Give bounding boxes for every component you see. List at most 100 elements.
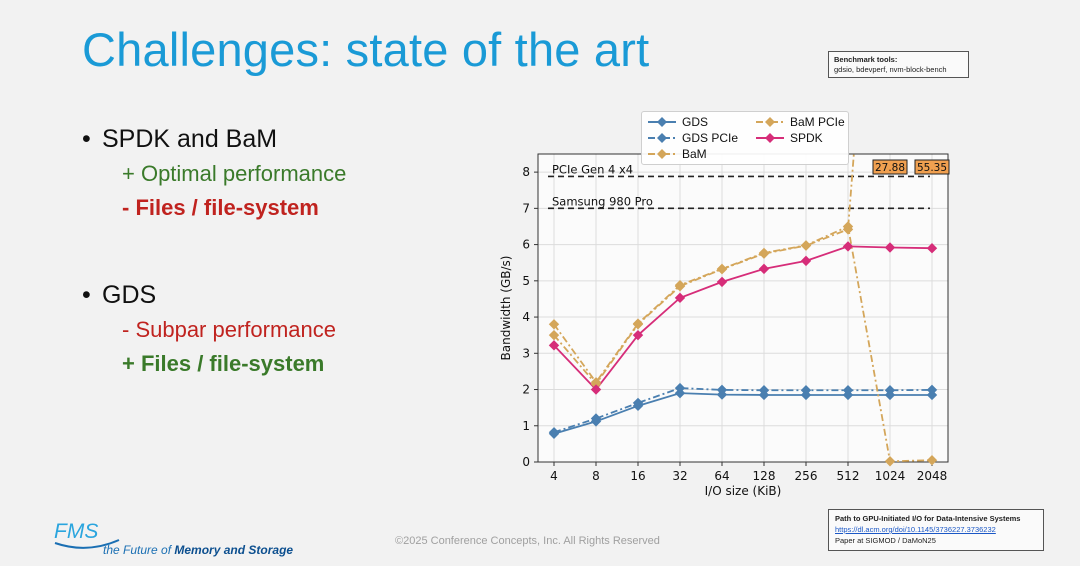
legend-gds: GDS	[648, 114, 708, 130]
offscale-value-label: 55.35	[917, 162, 947, 174]
data-point	[716, 276, 728, 288]
offscale-value-box	[872, 159, 908, 175]
sub-bullet: - Files / file-system	[122, 195, 319, 220]
slide-title: Challenges: state of the art	[82, 23, 650, 76]
paper-title: Path to GPU-Initiated I/O for Data-Inten…	[835, 514, 1021, 523]
bullet-text: GDS	[102, 281, 157, 309]
data-point	[548, 319, 560, 330]
data-point	[632, 318, 644, 329]
sub-bullet: + Optimal performance	[122, 161, 347, 186]
x-tick-label: 64	[714, 469, 729, 483]
legend-label: GDS	[682, 115, 709, 129]
data-point	[716, 384, 728, 396]
reference-line-label: Samsung 980 Pro	[552, 194, 653, 208]
x-tick-label: 256	[795, 469, 818, 483]
data-point	[758, 385, 770, 396]
data-point	[926, 454, 938, 466]
bullet-dot: •	[82, 281, 91, 309]
bullet-gds: • GDS	[82, 281, 346, 317]
bandwidth-chart-svg: 0 1 2 3 4 5 6 7 8 4 8 16 32 64 128 256 512 1024 2048 I/O si…	[499, 151, 950, 498]
copyright-text: ©2025 Conference Concepts, Inc. All Righ…	[395, 535, 660, 547]
legend-label: SPDK	[790, 131, 823, 145]
y-tick-label: 2	[522, 383, 530, 397]
y-tick-label: 7	[522, 201, 530, 215]
data-point	[548, 427, 560, 438]
data-point	[842, 221, 854, 232]
y-tick-label: 4	[522, 310, 530, 324]
series-line-gds	[553, 392, 932, 435]
series-line-spdk	[553, 245, 933, 391]
data-point	[674, 382, 686, 394]
plot-background	[538, 154, 948, 462]
data-point	[884, 385, 896, 396]
legend-label: GDS PCIe	[682, 131, 739, 145]
offscale-value-label: 27.88	[875, 162, 905, 174]
benchmark-tools-list: gdsio, bdevperf, nvm-block-bench	[834, 65, 947, 74]
x-tick-label: 128	[753, 469, 776, 483]
legend-spdk: SPDK	[756, 130, 823, 146]
y-tick-label: 1	[522, 419, 530, 433]
x-tick-label: 32	[672, 469, 687, 483]
fms-logo-text: FMS	[54, 520, 98, 543]
data-point	[590, 384, 602, 395]
x-tick-label: 512	[837, 469, 860, 483]
paper-reference-box: Path to GPU-Initiated I/O for Data-Inten…	[828, 509, 1044, 551]
y-tick-label: 0	[522, 455, 530, 469]
data-point	[842, 241, 854, 252]
tagline-part2: Memory and Storage	[174, 543, 294, 557]
data-point	[884, 456, 896, 467]
data-point	[758, 263, 770, 275]
series-line-gds-pcie	[553, 387, 933, 434]
data-point	[548, 340, 560, 351]
data-point	[632, 397, 644, 409]
data-point	[716, 263, 728, 275]
x-axis-label: I/O size (KiB)	[705, 484, 782, 498]
data-point	[884, 242, 896, 253]
data-point	[674, 292, 686, 304]
benchmark-tools-heading: Benchmark tools:	[834, 55, 898, 64]
offscale-value-box	[914, 159, 950, 175]
tagline-part1: the Future of	[103, 543, 172, 557]
paper-link[interactable]: https://dl.acm.org/doi/10.1145/3736227.3…	[835, 525, 996, 534]
bullet-dot: •	[82, 125, 91, 153]
data-point	[800, 240, 812, 251]
y-tick-label: 8	[522, 165, 530, 179]
x-tick-label: 4	[550, 469, 558, 483]
fms-logo: FMS	[54, 520, 120, 549]
data-point	[758, 247, 770, 259]
y-tick-label: 3	[522, 346, 530, 360]
x-tick-label: 2048	[917, 469, 948, 483]
data-point	[800, 385, 812, 396]
bullet-spdk-bam: • SPDK and BaM	[82, 125, 346, 161]
data-point	[800, 255, 812, 267]
fms-tagline: the Future of Memory and Storage	[103, 543, 293, 557]
legend-gds-pcie: GDS PCIe	[648, 130, 738, 146]
legend-label: BaM PCIe	[790, 115, 845, 129]
data-point	[548, 329, 560, 341]
data-point	[842, 385, 854, 396]
chart-legend: GDS GDS PCIe BaM BaM PCIe SPDK	[641, 111, 849, 165]
data-point	[632, 329, 644, 341]
bullet-text: SPDK and BaM	[102, 125, 278, 153]
bullet-list: • SPDK and BaM + Optimal performance - Fi…	[82, 125, 346, 385]
data-point	[926, 243, 938, 254]
legend-bam-pcie: BaM PCIe	[756, 114, 845, 130]
data-point	[926, 384, 938, 396]
y-tick-label: 5	[522, 274, 530, 288]
y-axis-label: Bandwidth (GB/s)	[499, 256, 513, 361]
data-point	[590, 413, 602, 424]
x-tick-label: 1024	[875, 469, 906, 483]
x-tick-label: 16	[630, 469, 645, 483]
sub-bullet: + Files / file-system	[122, 351, 325, 376]
benchmark-tools-box: Benchmark tools: gdsio, bdevperf, nvm-bl…	[828, 51, 969, 78]
sub-bullet: - Subpar performance	[122, 317, 336, 342]
bandwidth-chart: 0 1 2 3 4 5 6 7 8 4 8 16 32 64 128 256 512 1024 2048 I/O si…	[496, 108, 966, 508]
y-tick-label: 6	[522, 238, 530, 252]
reference-line-label: PCIe Gen 4 x4	[552, 162, 633, 176]
data-point	[674, 279, 686, 291]
x-tick-label: 8	[592, 469, 600, 483]
paper-venue: Paper at SIGMOD / DaMoN25	[835, 536, 936, 545]
legend-bam: BaM	[648, 146, 707, 162]
legend-label: BaM	[682, 147, 707, 161]
series-line-bam-pcie	[553, 225, 933, 463]
